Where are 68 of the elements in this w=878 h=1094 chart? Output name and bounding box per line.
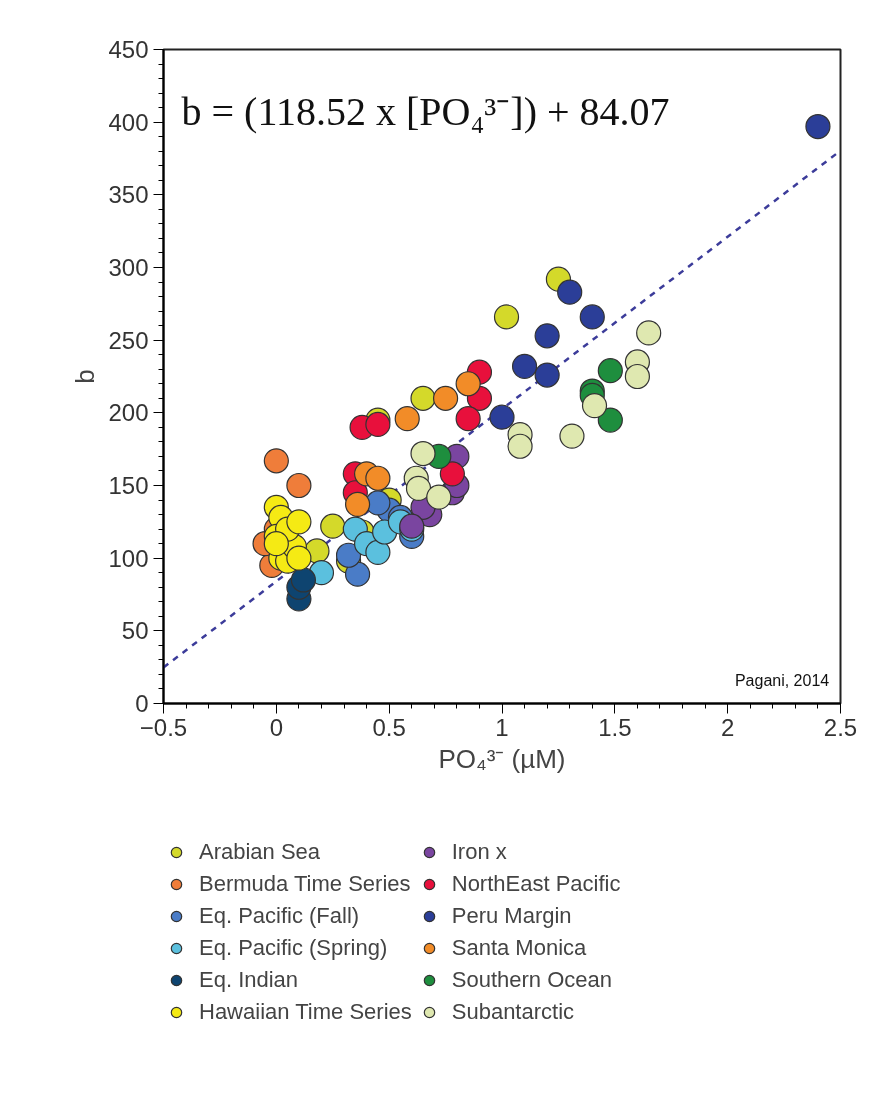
point: [624, 363, 650, 390]
legend-label: Arabian Sea: [199, 838, 321, 866]
point: [394, 406, 420, 432]
point: [597, 407, 623, 433]
point: [581, 392, 608, 419]
legend-label: Eq. Pacific (Spring): [199, 934, 388, 962]
point: [534, 323, 560, 349]
point: [286, 509, 312, 535]
point: [597, 358, 623, 384]
x-tick-label: 0.5: [372, 713, 406, 741]
point: [344, 491, 371, 517]
point: [559, 423, 585, 449]
point: [534, 362, 560, 388]
point: [426, 484, 452, 510]
point: [507, 433, 533, 459]
y-tick-label: 450: [108, 36, 149, 63]
point: [557, 279, 583, 305]
point: [365, 539, 391, 565]
y-tick-label: 150: [108, 472, 149, 499]
point: [805, 113, 831, 140]
y-tick-label: 300: [108, 254, 149, 281]
point: [263, 448, 289, 474]
point: [365, 465, 391, 491]
point: [286, 545, 312, 571]
y-tick-label: 100: [108, 544, 149, 572]
point: [405, 475, 432, 501]
point: [263, 531, 289, 557]
legend-label: Southern Ocean: [451, 966, 612, 994]
y-tick-label: 50: [121, 617, 149, 645]
point: [344, 561, 371, 587]
point: [290, 567, 317, 593]
point: [432, 385, 459, 411]
legend-label: Santa Monica: [451, 934, 587, 962]
legend-label: Eq. Indian: [199, 966, 299, 994]
point: [636, 320, 662, 346]
point: [320, 513, 346, 539]
annotation: Pagani, 2014: [734, 671, 830, 689]
y-tick-label: 250: [108, 326, 149, 354]
legend-label: NorthEast Pacific: [451, 870, 621, 898]
point: [579, 304, 605, 330]
legend-label: Peru Margin: [451, 902, 572, 930]
legend-label: Subantarctic: [451, 998, 575, 1026]
x-tick-label: 0: [269, 713, 284, 741]
x-tick-label: 2: [720, 713, 735, 741]
x-tick-label: 1.5: [598, 713, 632, 741]
y-tick-label: 350: [108, 181, 149, 209]
x-tick-label: 1: [495, 713, 509, 741]
point: [455, 371, 481, 397]
point: [286, 472, 312, 499]
point: [511, 353, 538, 379]
y-tick-label: 200: [108, 399, 149, 427]
point: [410, 440, 436, 467]
legend-label: Iron x: [451, 838, 507, 866]
legend-label: Bermuda Time Series: [199, 870, 411, 898]
point: [335, 542, 362, 568]
annotation: b = (118.52 x [PO₄³⁻]) + 84.07: [181, 88, 670, 134]
point: [439, 461, 465, 487]
point: [493, 304, 520, 330]
point: [489, 404, 515, 430]
legend-label: Hawaiian Time Series: [199, 998, 412, 1026]
y-axis-title: b: [70, 369, 101, 384]
legend-label: Eq. Pacific (Fall): [199, 902, 360, 930]
x-axis-title: PO₄³⁻ (µM): [438, 743, 566, 774]
point: [410, 385, 436, 411]
point: [365, 411, 391, 438]
x-tick-label: 2.5: [823, 713, 858, 741]
y-tick-label: 400: [108, 108, 149, 136]
point: [455, 406, 481, 432]
